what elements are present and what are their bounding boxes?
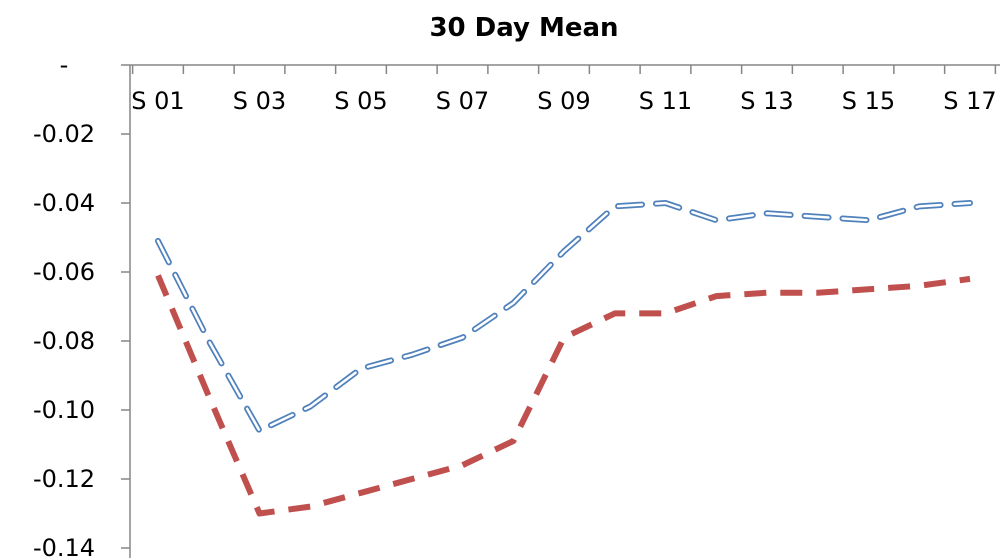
y-tick-label: -0.04: [33, 189, 95, 217]
x-tick-label: S 01: [131, 87, 184, 115]
x-tick-label: S 13: [740, 87, 793, 115]
x-tick-label: S 15: [842, 87, 895, 115]
series-line-outline: [155, 200, 973, 434]
y-tick-label: -0.10: [33, 396, 95, 424]
y-tick-label: -0.12: [33, 465, 95, 493]
y-tick-label: -0.14: [33, 534, 95, 558]
chart-title: 30 Day Mean: [429, 13, 618, 43]
series-2: [155, 274, 971, 517]
x-tick-label: S 17: [943, 87, 996, 115]
y-tick-label: -0.08: [33, 327, 95, 355]
axes: - -0.02 -0.04 -0.06 -0.08 -0.10 -0.12 -0.14 S 01…: [33, 51, 1000, 558]
y-tick-label: -: [60, 51, 69, 79]
series-line-inner: [156, 201, 972, 432]
series-layer: [155, 200, 973, 517]
y-tick-label: -0.02: [33, 120, 95, 148]
y-tick-label: -0.06: [33, 258, 95, 286]
x-tick-label: S 03: [233, 87, 286, 115]
x-tick-label: S 07: [436, 87, 489, 115]
x-tick-label: S 09: [537, 87, 590, 115]
x-tick-label: S 11: [639, 87, 692, 115]
x-tick-label: S 05: [334, 87, 387, 115]
series-1: [155, 200, 973, 434]
series-line: [155, 274, 971, 517]
